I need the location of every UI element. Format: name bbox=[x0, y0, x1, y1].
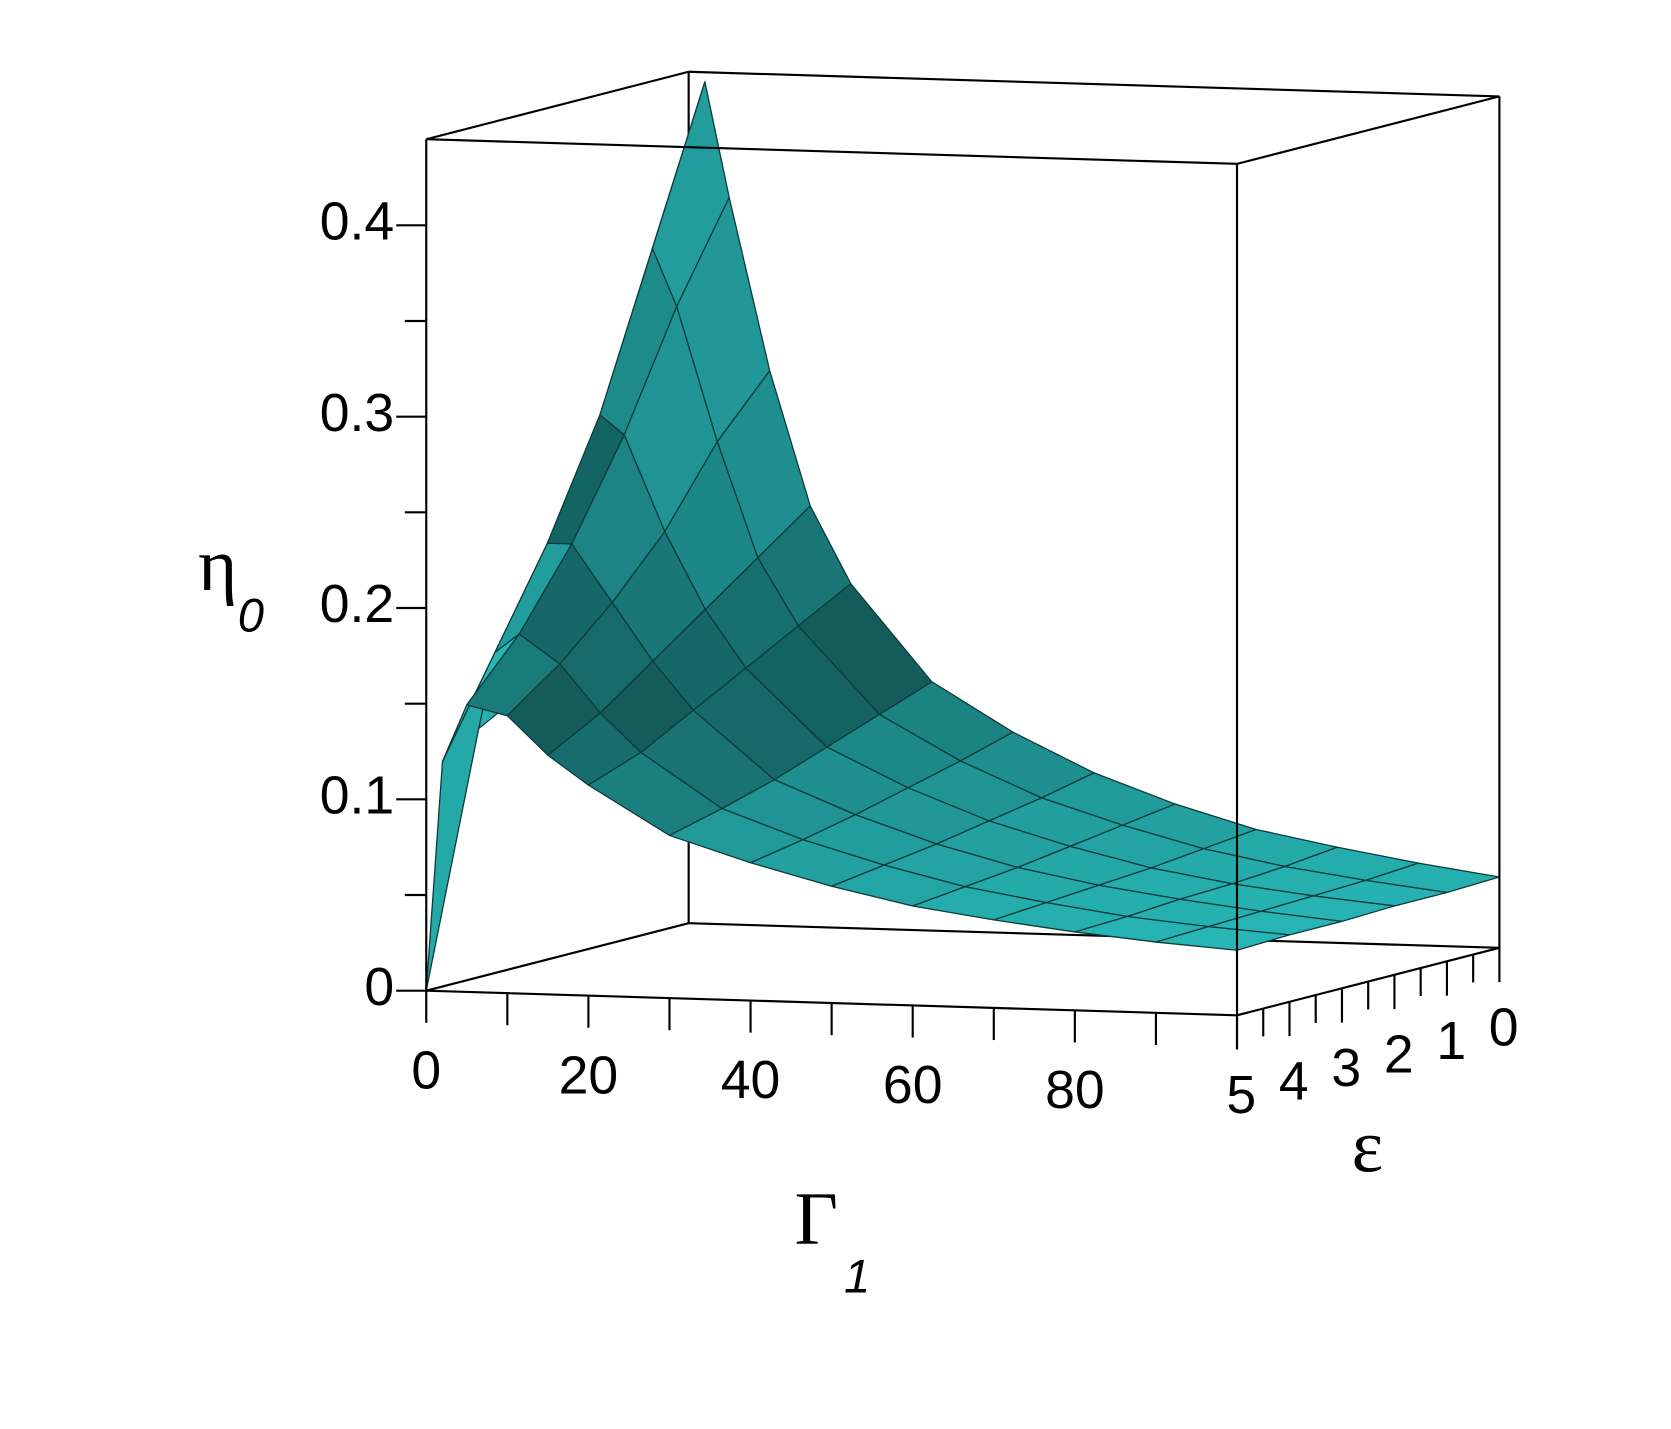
z-tick-label: 0 bbox=[364, 958, 394, 1017]
z-tick-label: 0.1 bbox=[320, 766, 394, 825]
box-edge bbox=[426, 138, 1238, 165]
x-tick-label: 20 bbox=[559, 1046, 619, 1105]
z-axis-label-sub: 0 bbox=[238, 588, 264, 641]
x-axis-label: Γ bbox=[795, 1177, 838, 1260]
box-edge bbox=[688, 922, 1500, 949]
surface bbox=[425, 81, 1501, 992]
y-tick-label: 2 bbox=[1384, 1026, 1414, 1085]
x-tick-label: 40 bbox=[721, 1051, 781, 1110]
y-tick-label: 4 bbox=[1279, 1052, 1309, 1111]
x-tick-label: 80 bbox=[1045, 1061, 1105, 1120]
x-tick-label: 60 bbox=[883, 1056, 943, 1115]
plot-area: η 0 Γ 1 ε 00.10.20.30.40 20 40 60 80 5 4 3 2 1 0 bbox=[198, 70, 1519, 1302]
y-tick-label: 1 bbox=[1436, 1012, 1466, 1071]
y-tick-label: 3 bbox=[1331, 1039, 1361, 1098]
y-tick-label: 0 bbox=[1489, 999, 1519, 1058]
z-tick-label: 0.3 bbox=[320, 384, 394, 443]
z-tick-label: 0.2 bbox=[320, 575, 394, 634]
box-edge bbox=[425, 922, 689, 992]
box-edge bbox=[688, 70, 1500, 98]
y-axis-label: ε bbox=[1352, 1106, 1383, 1189]
box-edge bbox=[1236, 95, 1500, 165]
z-tick-label: 0.4 bbox=[320, 192, 394, 251]
x-axis-label-sub: 1 bbox=[844, 1249, 870, 1302]
box-front: 00.10.20.30.40 20 40 60 80 5 4 3 2 1 0 bbox=[320, 95, 1519, 1125]
z-axis-label: η bbox=[198, 524, 237, 607]
x-tick-label: 0 bbox=[411, 1041, 441, 1100]
y-tick-label: 5 bbox=[1226, 1066, 1256, 1125]
box-edge bbox=[425, 70, 689, 141]
